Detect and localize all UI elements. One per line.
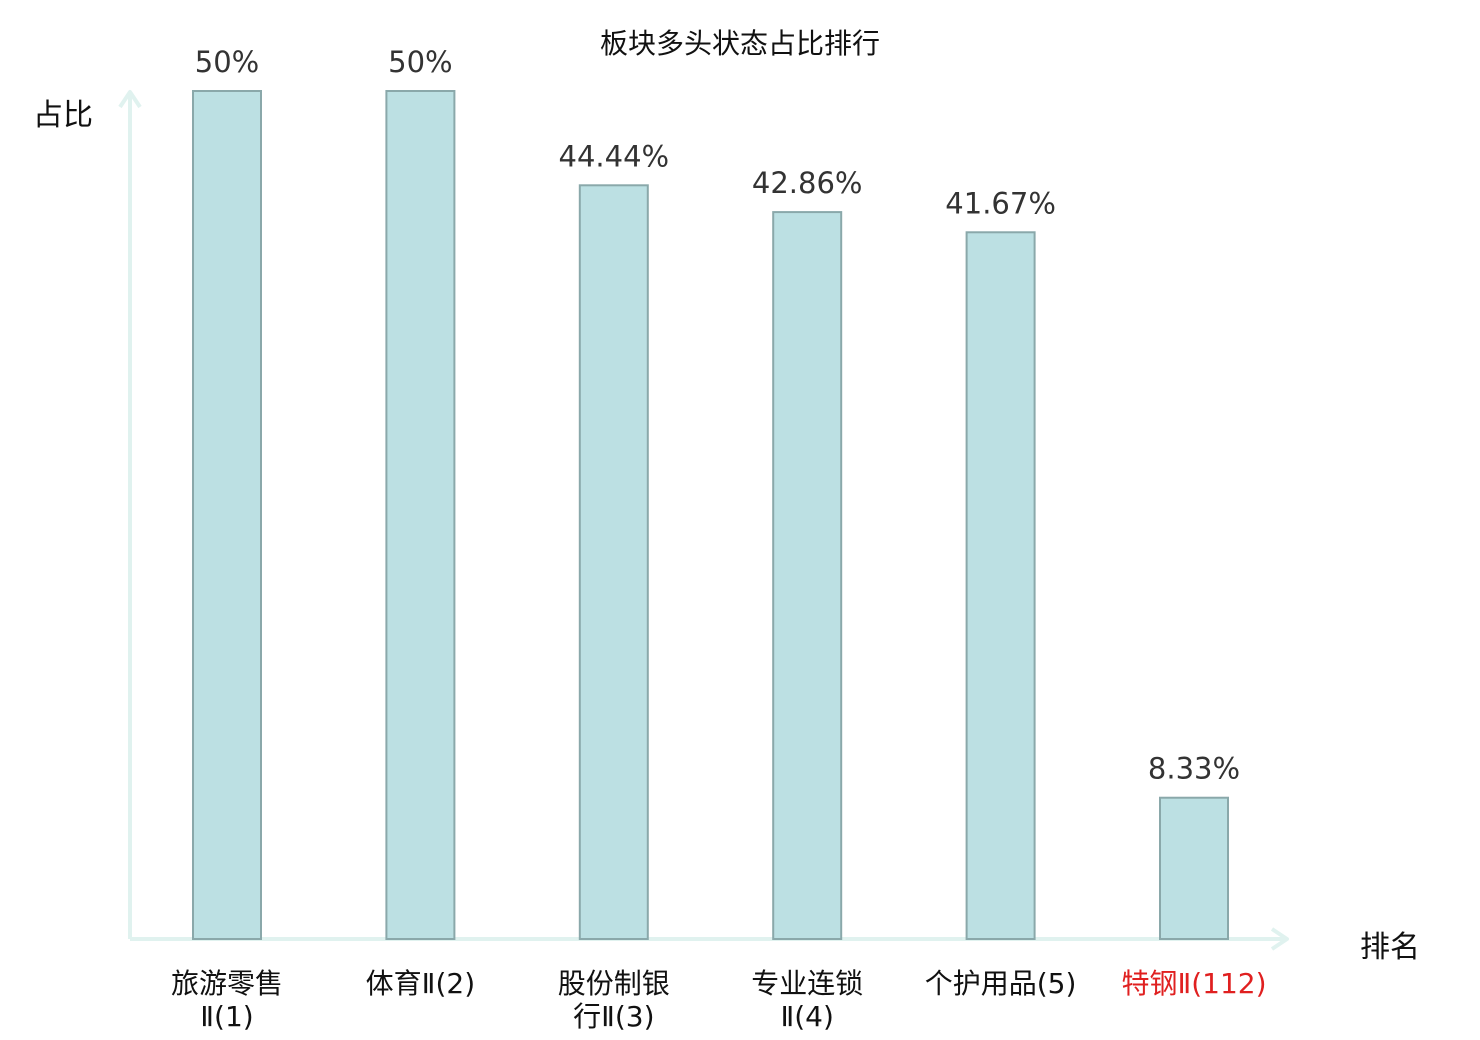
category-label: 个护用品(5) (925, 967, 1077, 1000)
category-label: 专业连锁 (751, 967, 863, 1000)
bar (1159, 796, 1229, 940)
category-label: 体育Ⅱ(2) (366, 967, 475, 1000)
bar (385, 90, 456, 940)
y-axis-arrow (118, 90, 142, 109)
category-label: 股份制银 (558, 967, 670, 1000)
category-label: 行Ⅱ(3) (573, 1000, 654, 1033)
bar-value-label: 50% (388, 45, 452, 79)
category-label: Ⅱ(1) (200, 1000, 253, 1033)
category-label: Ⅱ(4) (780, 1000, 833, 1033)
category-label: 特钢Ⅱ(112) (1121, 967, 1266, 1000)
y-axis-label: 占比 (33, 98, 93, 133)
bar (192, 90, 262, 940)
bar-value-label: 8.33% (1148, 752, 1240, 786)
bar (772, 211, 843, 940)
category-label: 旅游零售 (171, 967, 283, 1000)
bar-value-label: 50% (195, 45, 259, 79)
x-axis-label: 排名 (1360, 930, 1420, 965)
chart-title: 板块多头状态占比排行 (599, 27, 880, 60)
bar (965, 231, 1036, 940)
bar (578, 184, 649, 940)
x-axis-arrow (1270, 927, 1289, 951)
bar-value-label: 41.67% (945, 186, 1056, 220)
bar-value-label: 42.86% (752, 166, 863, 200)
bar-value-label: 44.44% (559, 139, 670, 173)
